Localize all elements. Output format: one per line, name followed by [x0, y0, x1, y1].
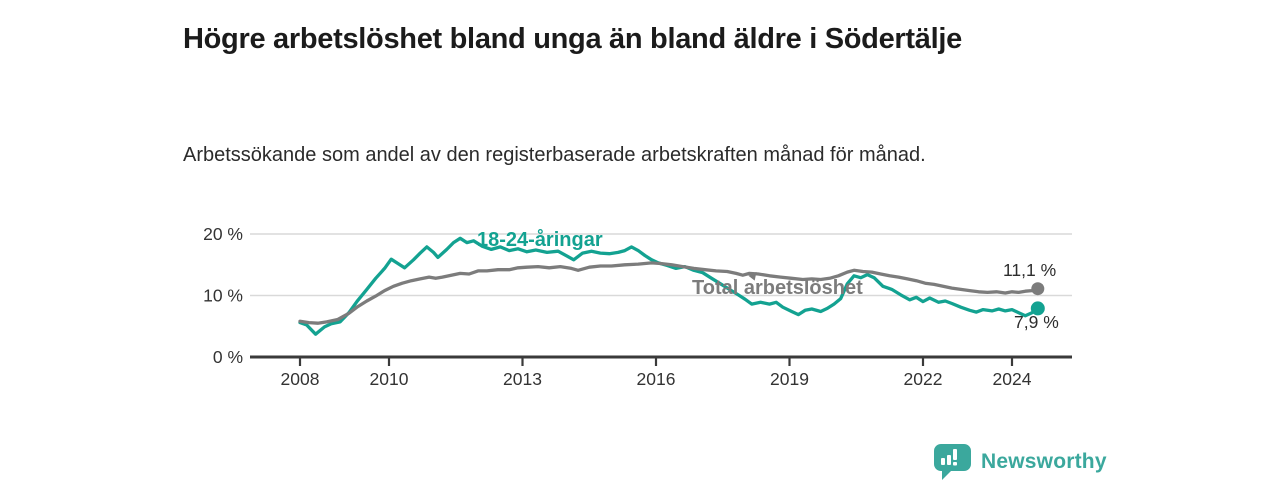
y-tick-label: 20 %	[203, 224, 243, 244]
y-tick-label: 0 %	[213, 347, 243, 367]
series-line-0	[298, 236, 1040, 336]
series-label-total: Total arbetslöshet	[692, 277, 863, 299]
end-value-label-young: 7,9 %	[1014, 312, 1059, 332]
series-layer	[298, 236, 1045, 336]
end-value-label-total: 11,1 %	[1003, 260, 1057, 280]
y-tick-label: 10 %	[203, 286, 243, 306]
axis-layer: 2008 2010 2013 2016 2019 2022 2024	[250, 355, 1072, 389]
x-tick-label: 2010	[370, 369, 409, 389]
series-end-dot-1	[1031, 282, 1045, 296]
x-tick-label: 2019	[770, 369, 809, 389]
x-tick-label: 2022	[904, 369, 943, 389]
chart-subtitle: Arbetssökande som andel av den registerb…	[183, 144, 926, 166]
x-tick-label: 2024	[993, 369, 1032, 389]
chart-title: Högre arbetslöshet bland unga än bland ä…	[183, 23, 962, 56]
newsworthy-logo-icon	[934, 444, 971, 480]
series-line-1	[298, 261, 1040, 325]
newsworthy-logo-text: Newsworthy	[981, 450, 1107, 473]
series-end-dot-0	[1030, 301, 1045, 316]
x-tick-label: 2016	[637, 369, 676, 389]
x-tick-label: 2008	[281, 369, 320, 389]
newsworthy-logo: Newsworthy	[934, 444, 1107, 480]
series-label-young: 18-24-åringar	[477, 229, 603, 251]
gridlines-layer: 0 % 10 % 20 %	[203, 224, 1072, 367]
x-tick-label: 2013	[503, 369, 542, 389]
